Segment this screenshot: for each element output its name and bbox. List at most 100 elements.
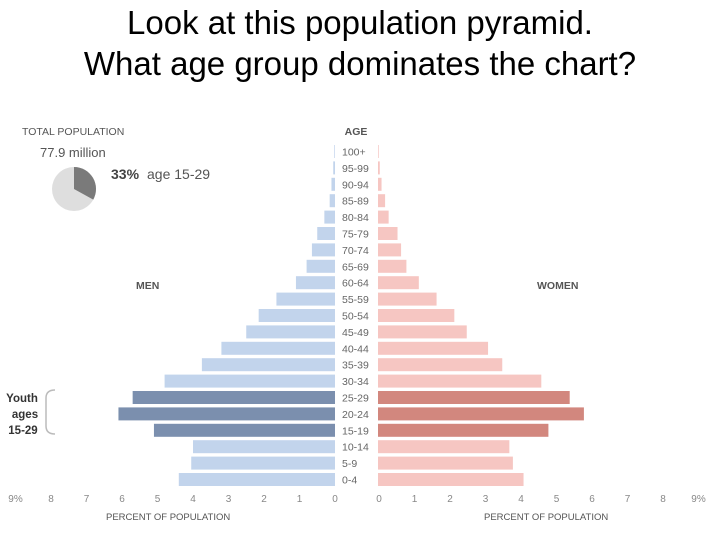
bar-men-10-14 — [193, 440, 335, 454]
bar-men-70-74 — [311, 243, 335, 257]
bar-men-40-44 — [221, 341, 335, 355]
bar-men-50-54 — [258, 309, 335, 322]
x-axis-ticks: 9% 8 7 6 5 4 3 2 1 0 0 1 2 3 4 5 6 7 8 9% — [8, 494, 706, 505]
tick-right-1: 1 — [412, 494, 418, 505]
bar-men-95-99 — [333, 161, 335, 175]
bar-women-25-29 — [378, 391, 570, 404]
tick-left-9: 9% — [8, 494, 23, 505]
age-label-100+: 100+ — [342, 147, 366, 159]
bar-men-0-4 — [178, 473, 335, 486]
age-label-50-54: 50-54 — [342, 311, 369, 323]
age-label-90-94: 90-94 — [342, 179, 369, 191]
men-label: MEN — [136, 280, 159, 292]
age-label-80-84: 80-84 — [342, 212, 369, 224]
bar-men-65-69 — [306, 259, 335, 273]
age-label-55-59: 55-59 — [342, 294, 369, 306]
tick-left-0: 0 — [332, 494, 338, 505]
tick-left-1: 1 — [297, 494, 303, 505]
age-label-20-24: 20-24 — [342, 409, 369, 421]
bar-men-85-89 — [329, 194, 335, 208]
bar-men-45-49 — [246, 325, 335, 339]
total-population-label: TOTAL POPULATION — [22, 126, 124, 138]
x-axis-label-men: PERCENT OF POPULATION — [106, 512, 230, 523]
tick-left-2: 2 — [261, 494, 267, 505]
bar-women-80-84 — [378, 210, 389, 224]
age-label-35-39: 35-39 — [342, 360, 369, 372]
bar-women-60-64 — [378, 276, 419, 290]
bar-women-35-39 — [378, 358, 503, 372]
age-label-60-64: 60-64 — [342, 278, 369, 290]
women-bars — [378, 145, 584, 486]
bar-women-30-34 — [378, 374, 542, 388]
bar-men-20-24 — [118, 407, 335, 421]
youth-share-percent: 33% — [111, 166, 140, 182]
youth-share-label: age 15-29 — [147, 166, 210, 182]
bar-women-0-4 — [378, 473, 524, 486]
age-label-75-79: 75-79 — [342, 229, 369, 241]
bar-men-35-39 — [201, 358, 335, 372]
age-label-85-89: 85-89 — [342, 196, 369, 208]
bar-women-15-19 — [378, 423, 549, 437]
tick-left-6: 6 — [119, 494, 125, 505]
youth-callout-line-3: 15-29 — [8, 425, 37, 437]
bar-women-20-24 — [378, 407, 584, 421]
bar-women-65-69 — [378, 259, 407, 273]
bar-women-75-79 — [378, 227, 398, 240]
tick-right-0: 0 — [376, 494, 382, 505]
age-label-15-19: 15-19 — [342, 425, 369, 437]
bar-women-50-54 — [378, 309, 455, 322]
bar-women-70-74 — [378, 243, 402, 257]
men-bars — [118, 145, 335, 486]
age-label-65-69: 65-69 — [342, 261, 369, 273]
bar-women-10-14 — [378, 440, 510, 454]
youth-share-pie — [52, 167, 97, 211]
youth-callout-line-1: Youth — [6, 393, 38, 405]
slide-title: Look at this population pyramid. What ag… — [0, 2, 720, 84]
bar-men-80-84 — [324, 210, 335, 224]
bar-women-85-89 — [378, 194, 386, 208]
bar-women-55-59 — [378, 292, 437, 306]
age-label-45-49: 45-49 — [342, 327, 369, 339]
age-label-0-4: 0-4 — [342, 475, 357, 487]
tick-left-5: 5 — [155, 494, 161, 505]
age-label-30-34: 30-34 — [342, 376, 369, 388]
bar-women-5-9 — [378, 456, 513, 470]
bar-women-40-44 — [378, 341, 489, 355]
tick-right-7: 7 — [625, 494, 631, 505]
bar-women-95-99 — [378, 161, 380, 175]
age-label-70-74: 70-74 — [342, 245, 369, 257]
age-label-25-29: 25-29 — [342, 393, 369, 405]
youth-bracket — [45, 389, 56, 435]
bar-men-15-19 — [153, 423, 335, 437]
tick-right-6: 6 — [589, 494, 595, 505]
tick-right-9: 9% — [691, 494, 706, 505]
tick-left-3: 3 — [226, 494, 232, 505]
bar-women-90-94 — [378, 177, 382, 191]
age-label-10-14: 10-14 — [342, 442, 369, 454]
tick-right-2: 2 — [447, 494, 453, 505]
bar-men-60-64 — [295, 276, 335, 290]
bar-men-75-79 — [317, 227, 335, 240]
age-header: AGE — [345, 126, 368, 138]
age-labels: 100+ 95-99 90-94 85-89 80-84 75-79 70-74 65-69 6… — [342, 147, 369, 487]
age-label-95-99: 95-99 — [342, 163, 369, 175]
bar-women-45-49 — [378, 325, 467, 339]
bar-men-90-94 — [331, 177, 335, 191]
women-label: WOMEN — [537, 280, 578, 292]
bar-men-30-34 — [164, 374, 335, 388]
slide-title-line-2: What age group dominates the chart? — [83, 45, 637, 82]
tick-right-3: 3 — [483, 494, 489, 505]
x-axis-label-women: PERCENT OF POPULATION — [484, 512, 608, 523]
tick-right-5: 5 — [554, 494, 560, 505]
youth-callout-line-2: ages — [12, 409, 38, 421]
age-label-40-44: 40-44 — [342, 343, 369, 355]
tick-right-8: 8 — [660, 494, 666, 505]
bar-men-5-9 — [191, 456, 335, 470]
pie-slice-youth — [74, 167, 97, 200]
bar-men-25-29 — [132, 391, 335, 404]
bar-men-100+ — [334, 145, 335, 158]
tick-left-7: 7 — [84, 494, 90, 505]
bar-men-55-59 — [276, 292, 335, 306]
tick-left-4: 4 — [190, 494, 196, 505]
